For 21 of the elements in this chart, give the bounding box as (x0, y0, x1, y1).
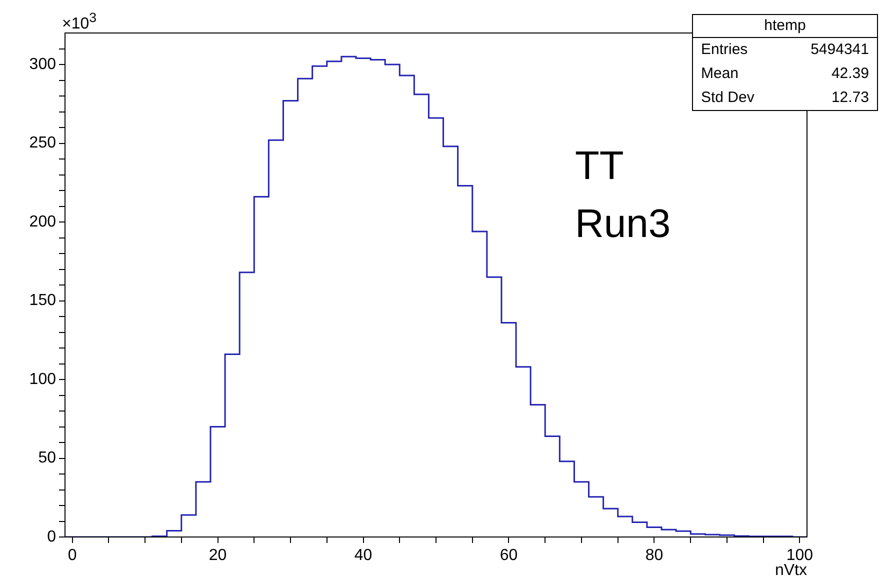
x-tick-label: 60 (500, 547, 518, 564)
annotation: TT (575, 143, 624, 190)
text: Entries 5494341 (701, 41, 869, 58)
x-tick-label: 20 (208, 547, 227, 564)
y-tick-label: 250 (29, 134, 56, 152)
y-tick-label: 200 (29, 213, 56, 230)
x-axis-title: nVtx (774, 562, 807, 579)
x-tick-label: 0 (68, 547, 77, 564)
annotation: htemp (693, 15, 877, 38)
y-tick-label: 0 (47, 528, 56, 546)
y-tick-label: 100 (29, 370, 56, 388)
x-tick-label: 80 (645, 547, 664, 564)
text: Std Dev 12.73 (701, 89, 869, 106)
y-tick-label: 50 (38, 450, 56, 467)
text: Mean 42.39 (701, 65, 869, 82)
y-tick-label: 300 (29, 56, 56, 73)
annotation: Run3 (575, 201, 671, 248)
x-tick-label: 40 (354, 547, 372, 564)
x-tick-label: 100 (786, 547, 814, 564)
y-tick-label: 150 (29, 292, 56, 310)
text: ×10$^{3}$ (62, 9, 97, 34)
